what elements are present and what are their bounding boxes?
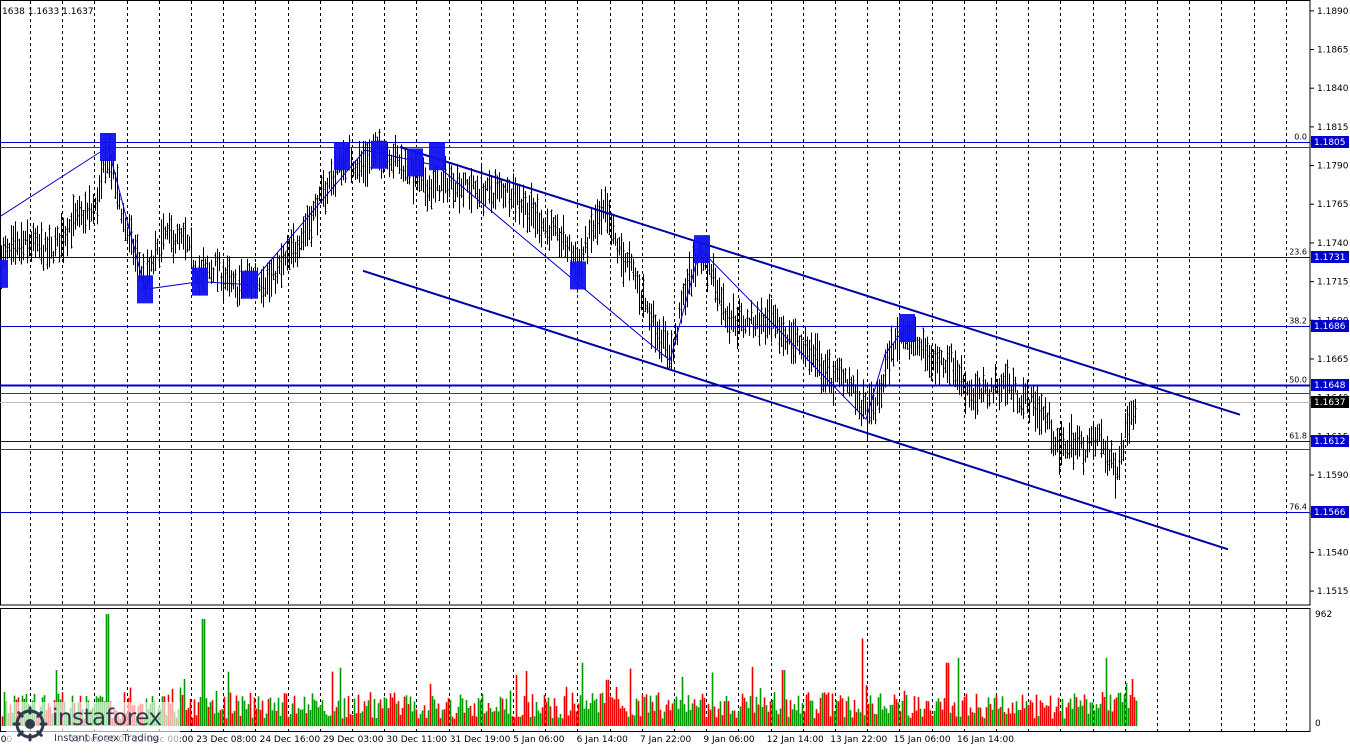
swing-marker [429, 142, 445, 171]
swing-marker [0, 259, 8, 288]
y-tick-label: 1.1890 [1317, 7, 1349, 17]
price-label-text: 1.1637 [1314, 398, 1346, 408]
x-tick-label: 6 Jan 14:00 [577, 735, 629, 745]
swing-marker [694, 235, 710, 264]
swing-marker [137, 275, 153, 304]
swing-marker [100, 132, 116, 161]
swing-marker [570, 261, 586, 290]
x-tick-label: 24 Dec 16:00 [260, 735, 321, 745]
price-label-box [1311, 506, 1349, 518]
channel-upper-line [399, 146, 1241, 416]
x-tick-label: 9 Jan 06:00 [703, 735, 755, 745]
instaforex-logo-icon [12, 706, 48, 742]
price-label-box [1311, 320, 1349, 332]
x-tick-label: 13 Jan 22:00 [830, 735, 887, 745]
fib-level-label: 61.8 [1289, 432, 1307, 441]
x-tick-label: 15 Jan 06:00 [894, 735, 951, 745]
volume-pane-frame [0, 608, 1311, 732]
price-label-text: 1.1805 [1314, 138, 1346, 148]
price-label-box [1311, 396, 1349, 408]
y-tick-label: 1.1840 [1317, 84, 1349, 94]
price-pane-frame [0, 0, 1311, 606]
x-tick-label: 23 Dec 08:00 [196, 735, 257, 745]
watermark-brand: instaforex [52, 705, 162, 731]
volume-axis-zero: 0 [1315, 719, 1321, 729]
y-tick-label: 1.1790 [1317, 162, 1349, 172]
y-tick-label: 1.1515 [1317, 587, 1349, 597]
price-label-text: 1.1612 [1314, 437, 1346, 447]
x-tick-label: 16 Jan 14:00 [957, 735, 1014, 745]
price-label-text: 1.1731 [1314, 253, 1346, 263]
price-label-box [1311, 251, 1349, 263]
watermark: instaforex Instant Forex Trading [6, 702, 180, 748]
price-label-box [1311, 136, 1349, 148]
swing-marker [334, 142, 350, 171]
fib-level-label: 0.0 [1294, 133, 1307, 142]
channel-lower-line [362, 269, 1229, 551]
fib-level-label: 38.2 [1289, 317, 1307, 326]
y-tick-label: 1.1865 [1317, 46, 1349, 56]
annotation-layer [0, 132, 1241, 551]
volume-axis-max: 962 [1315, 610, 1332, 620]
y-tick-label: 1.1765 [1317, 200, 1349, 210]
x-tick-label: 12 Jan 14:00 [767, 735, 824, 745]
fib-level-label: 76.4 [1289, 503, 1307, 512]
x-tick-label: 29 Dec 03:00 [323, 735, 384, 745]
swing-marker [407, 148, 423, 177]
swing-marker [192, 267, 208, 296]
x-tick-label: 5 Jan 06:00 [513, 735, 565, 745]
fib-level-label: 50.0 [1289, 376, 1307, 385]
price-bars-layer [0, 128, 1137, 499]
swing-marker [371, 140, 387, 169]
symbol-quote: 1638 1.1633 1.1637 [2, 7, 94, 17]
x-tick-label: 7 Jan 22:00 [640, 735, 692, 745]
y-tick-label: 1.1590 [1317, 471, 1349, 481]
price-label-text: 1.1566 [1314, 508, 1346, 518]
swing-marker [242, 270, 258, 299]
y-tick-label: 1.1740 [1317, 239, 1349, 249]
grid-layer [0, 0, 1311, 732]
y-tick-label: 1.1540 [1317, 548, 1349, 558]
price-label-box [1311, 435, 1349, 447]
price-label-text: 1.1648 [1314, 381, 1346, 391]
wave-line [0, 146, 906, 421]
price-label-text: 1.1686 [1314, 322, 1346, 332]
swing-marker [899, 314, 915, 343]
fib-level-label: 23.6 [1289, 248, 1307, 257]
y-tick-label: 1.1715 [1317, 278, 1349, 288]
x-tick-label: 30 Dec 11:00 [386, 735, 447, 745]
watermark-tagline: Instant Forex Trading [54, 733, 160, 744]
y-tick-label: 1.1815 [1317, 123, 1349, 133]
x-tick-label: 31 Dec 19:00 [450, 735, 511, 745]
price-label-box [1311, 379, 1349, 391]
y-tick-label: 1.1665 [1317, 355, 1349, 365]
